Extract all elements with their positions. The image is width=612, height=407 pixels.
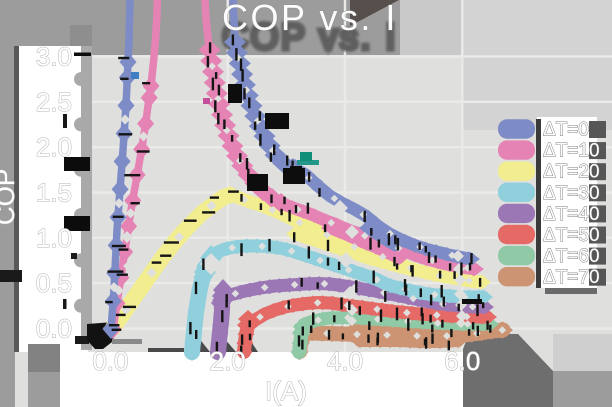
svg-text:COP vs. I: COP vs. I <box>222 0 398 38</box>
svg-text:ΔT=70: ΔT=70 <box>543 267 600 288</box>
svg-text:0.5: 0.5 <box>36 268 72 298</box>
svg-text:ΔT=30: ΔT=30 <box>543 183 600 204</box>
svg-text:I(A): I(A) <box>265 376 307 406</box>
svg-text:2.0: 2.0 <box>36 132 72 162</box>
svg-text:0.0: 0.0 <box>92 346 128 376</box>
svg-text:COP: COP <box>0 169 20 225</box>
svg-text:ΔT=40: ΔT=40 <box>543 204 600 225</box>
svg-text:COP vs. I: COP vs. I <box>222 16 398 57</box>
svg-text:3.0: 3.0 <box>36 42 72 72</box>
svg-text:2.0: 2.0 <box>210 346 246 376</box>
svg-text:ΔT=0: ΔT=0 <box>543 120 589 141</box>
svg-text:4.0: 4.0 <box>327 346 363 376</box>
svg-text:2.5: 2.5 <box>36 87 72 117</box>
svg-text:1.0: 1.0 <box>36 223 72 253</box>
svg-text:ΔT=10: ΔT=10 <box>543 141 600 162</box>
svg-text:6.0: 6.0 <box>444 346 480 376</box>
svg-text:ΔT=50: ΔT=50 <box>543 225 600 246</box>
svg-text:1.5: 1.5 <box>36 178 72 208</box>
svg-text:ΔT=20: ΔT=20 <box>543 162 600 183</box>
svg-text:0.0: 0.0 <box>36 314 72 344</box>
svg-text:ΔT=60: ΔT=60 <box>543 246 600 267</box>
